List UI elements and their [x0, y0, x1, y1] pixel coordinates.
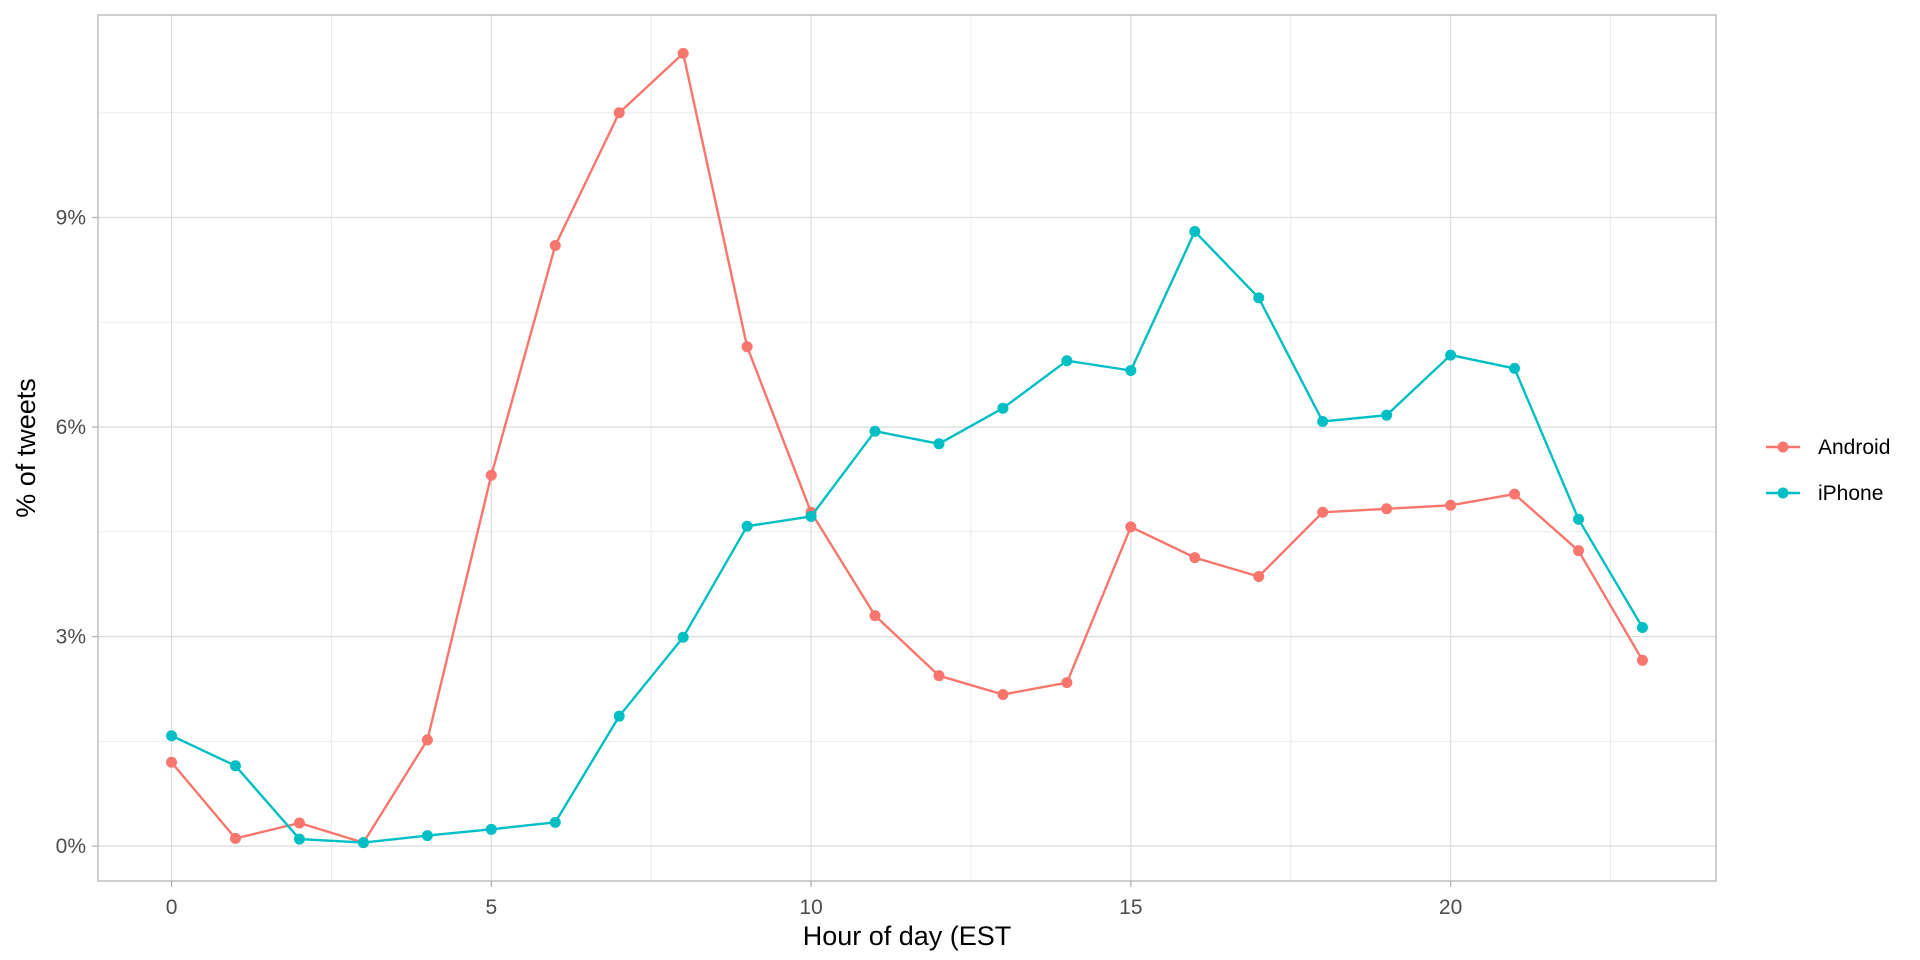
- data-point-iphone: [613, 710, 625, 722]
- data-point-iphone: [1317, 415, 1329, 427]
- data-point-android: [933, 670, 945, 682]
- data-point-android: [1636, 654, 1648, 666]
- legend-key-point-android: [1777, 441, 1789, 453]
- data-point-android: [613, 107, 625, 119]
- plot-panel-border: [97, 14, 1717, 882]
- legend-label-android: Android: [1818, 436, 1890, 459]
- data-point-iphone: [1381, 409, 1393, 421]
- y-tick-label: 0%: [56, 835, 86, 858]
- axes: 0 5 10 15 20 0% 3% 6% 9%: [56, 207, 1463, 919]
- data-point-android: [166, 756, 178, 768]
- data-point-iphone: [1061, 355, 1073, 367]
- data-point-android: [997, 689, 1009, 701]
- data-point-android: [1509, 488, 1521, 500]
- series-line-android: [170, 52, 1644, 844]
- data-point-iphone: [741, 520, 753, 532]
- data-point-android: [1125, 521, 1137, 533]
- data-point-android: [1189, 552, 1201, 564]
- data-point-android: [1317, 506, 1329, 518]
- data-point-iphone: [166, 730, 178, 742]
- data-point-iphone: [997, 402, 1009, 414]
- data-point-android: [677, 47, 689, 59]
- data-point-iphone: [805, 510, 817, 522]
- data-point-iphone: [1573, 513, 1585, 525]
- data-point-iphone: [933, 438, 945, 450]
- data-point-iphone: [1253, 292, 1265, 304]
- y-tick-label: 6%: [56, 416, 86, 439]
- data-point-android: [741, 341, 753, 353]
- x-tick-label: 5: [485, 896, 497, 919]
- data-point-iphone: [485, 823, 497, 835]
- x-tick-label: 10: [799, 896, 822, 919]
- data-point-iphone: [1636, 621, 1648, 633]
- series-line-iphone: [170, 230, 1644, 844]
- data-point-iphone: [1445, 349, 1457, 361]
- x-tick-label: 0: [166, 896, 178, 919]
- y-axis-title: % of tweets: [11, 378, 41, 518]
- y-tick-label: 9%: [56, 207, 86, 230]
- data-point-iphone: [549, 816, 561, 828]
- legend: Android iPhone: [1766, 436, 1890, 505]
- data-point-android: [549, 239, 561, 251]
- data-point-android: [1061, 677, 1073, 689]
- data-point-android: [1445, 499, 1457, 511]
- data-point-iphone: [421, 830, 433, 842]
- data-point-android: [293, 817, 305, 829]
- x-tick-label: 20: [1439, 896, 1462, 919]
- legend-label-iphone: iPhone: [1818, 482, 1883, 505]
- data-point-iphone: [1125, 364, 1137, 376]
- x-tick-label: 15: [1119, 896, 1142, 919]
- data-point-android: [1381, 503, 1393, 515]
- y-tick-label: 3%: [56, 626, 86, 649]
- data-point-iphone: [677, 631, 689, 643]
- x-axis-title: Hour of day (EST: [803, 921, 1012, 951]
- data-point-iphone: [357, 837, 369, 849]
- series-lines: [166, 47, 1648, 849]
- data-point-iphone: [1509, 362, 1521, 374]
- grid-lines: [98, 15, 1716, 881]
- data-point-android: [869, 610, 881, 622]
- data-point-android: [485, 469, 497, 481]
- data-point-android: [1253, 571, 1265, 583]
- legend-key-point-iphone: [1777, 487, 1789, 499]
- data-point-iphone: [229, 760, 241, 772]
- data-point-android: [1573, 545, 1585, 557]
- data-point-android: [421, 734, 433, 746]
- data-point-android: [229, 832, 241, 844]
- data-point-iphone: [1189, 226, 1201, 237]
- data-point-iphone: [869, 425, 881, 437]
- data-point-iphone: [293, 833, 305, 845]
